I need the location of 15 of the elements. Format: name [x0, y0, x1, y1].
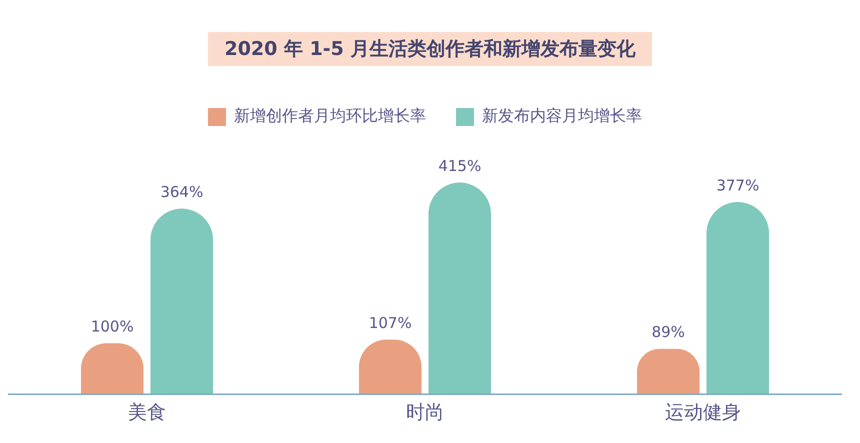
x-tick-label: 时尚 [406, 402, 444, 424]
data-label: 364% [160, 182, 204, 201]
data-label: 107% [368, 314, 412, 332]
bar [428, 182, 492, 394]
x-tick-label: 运动健身 [665, 402, 741, 424]
data-label: 377% [716, 176, 760, 194]
legend-label: 新发布内容月均增长率 [482, 106, 642, 126]
legend-label: 新增创作者月均环比增长率 [234, 106, 426, 126]
data-label: 89% [652, 323, 685, 342]
data-label: 100% [90, 318, 134, 336]
x-tick-label: 美食 [128, 402, 166, 424]
bar [706, 202, 770, 394]
chart-title: 2020 年 1-5 月生活类创作者和新增发布量变化 [208, 32, 652, 66]
data-label: 415% [438, 156, 482, 175]
bar [150, 208, 214, 394]
